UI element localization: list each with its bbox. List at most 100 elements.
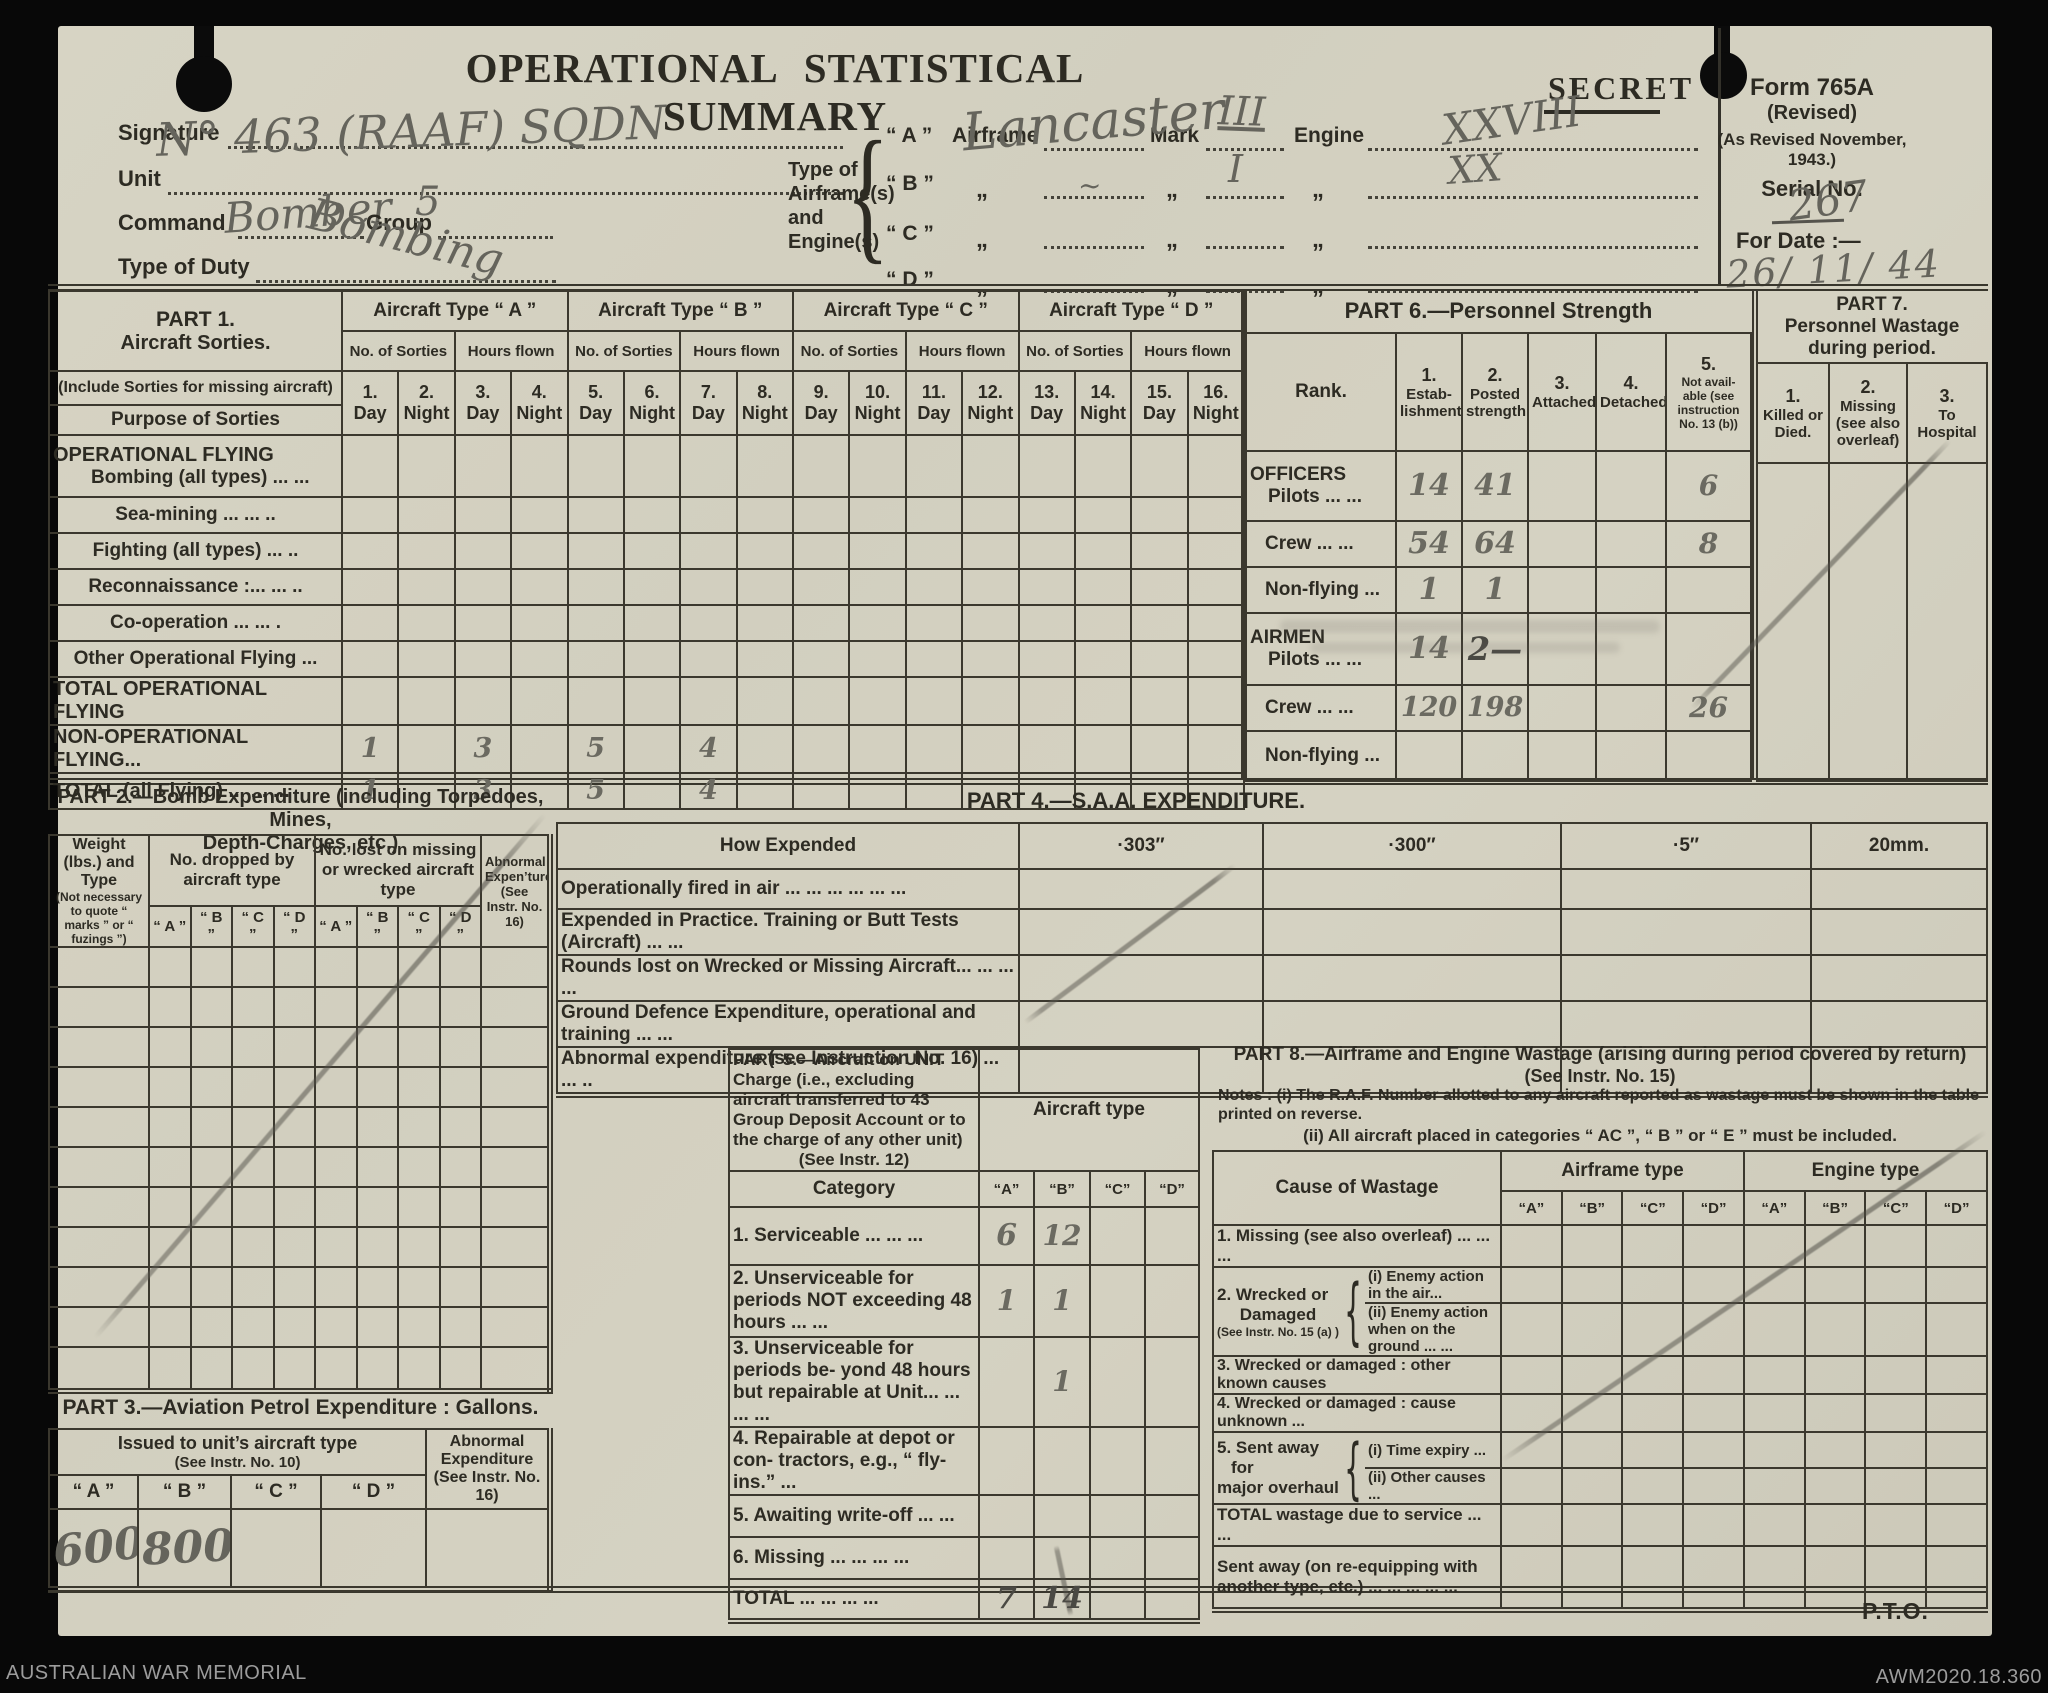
part8-note1: Notes : (i) The R.A.F. Number allotted t… [1218,1087,1980,1123]
part5-row-missing: 6. Missing ... ... ... ... [728,1536,980,1580]
part5-type-a: “A” [978,1170,1035,1208]
airframe-row-b-key: “ B ” [886,172,934,195]
part6-divider [1241,290,1247,780]
form-box-divider [1718,28,1721,286]
mark-b-value-handwriting: I [1228,147,1244,191]
duty-line [256,280,556,283]
part5-heading: PART 5.—Aircraft on UNIT Charge (i.e., e… [728,1048,980,1172]
part6-row-airmen-pilots: AIRMEN Pilots ... ... [1245,612,1397,686]
airframe-b-squiggle-handwriting: ~ [1078,169,1102,202]
group-line [438,236,553,239]
part2-type-a: “ A ” [148,904,192,949]
part1-col4: 4. Night [510,370,569,436]
form-revision-note: (As Revised November, 1943.) [1717,130,1907,169]
part6-col2-header: 2. Posted strength [1461,332,1529,452]
part5-aircraft-type-header: Aircraft type [978,1048,1200,1172]
part1-title: PART 1. [156,307,235,331]
part1-col6: 6. Night [622,370,682,436]
part6-col4-header: 4. Detached [1595,332,1667,452]
part8-airframe-group: Airframe type [1500,1150,1745,1192]
part7-divider [1752,290,1758,780]
ditto-icon: „ [1312,176,1324,203]
part8-row-total-wastage: TOTAL wastage due to service ... ... [1211,1503,1503,1547]
part7-wastage-table: 1. Killed or Died. 2. Missing (see also ov… [1756,362,1988,782]
part1-col8: 8. Night [735,370,795,436]
part1-subhead: Hours flown [679,330,794,372]
part1-row-other-operational: Other Operational Flying ... [48,640,343,678]
handwritten-value: 14 [1408,468,1450,503]
airframe-block-line4: Engine(s) [788,231,880,253]
part1-col11: 11. Day [904,370,964,436]
part7-col2-header: 2. Missing (see also overleaf) [1828,362,1908,464]
mark-b-line [1206,196,1284,199]
ditto-icon: „ [976,226,988,253]
mark-a-line [1206,148,1284,151]
handwritten-value: 4 [699,775,718,806]
part5-row-serviceable: 1. Serviceable ... ... ... [728,1206,980,1266]
handwritten-value: 1 [360,775,380,806]
part3-type-d: “ D ” [319,1474,428,1510]
ink-bleedthrough [1280,620,1660,633]
ink-bleedthrough [1310,642,1620,653]
handwritten-value: 41 [1474,468,1516,503]
part2-type-b: “ B ” [189,904,233,949]
part8-note2: (ii) All aircraft placed in categories “… [1303,1126,1897,1145]
divider [48,284,1988,291]
part1-group-a: Aircraft Type “ A ” [341,290,569,332]
punch-hole-icon-left [176,56,232,112]
classification-underline [1544,110,1660,114]
part2-dropped-header: No. dropped by aircraft type [148,834,316,907]
part1-row-reconnaissance: Reconnaissance :... ... .. [48,568,343,606]
airframe-row-c-key: “ C ” [886,222,934,245]
part8-title: PART 8.—Airframe and Engine Wastage (ari… [1233,1044,1967,1065]
part3-type-b: “ B ” [137,1474,232,1510]
handwritten-value: 12 [1042,1218,1082,1252]
archive-id-label: AWM2020.18.360 [1875,1666,2042,1688]
part5-type-c: “C” [1089,1170,1146,1208]
unit-line [168,192,843,195]
part6-row-airmen-nonflying: Non-flying ... [1245,730,1397,782]
part1-col12: 12. Night [961,370,1020,436]
ditto-icon: „ [1166,176,1178,203]
part1-note: (Include Sorties for missing aircraft) [48,370,343,406]
part8-row-other-causes: (ii) Other causes ... [1365,1467,1503,1505]
handwritten-value: 5 [586,775,606,806]
part5-row-repairable-depot: 4. Repairable at depot or con- tractors,… [728,1426,980,1496]
part1-row-bombing: OPERATIONAL FLYING Bombing (all types) .… [48,434,343,498]
part8-row-missing: 1. Missing (see also overleaf) ... ... .… [1211,1224,1503,1268]
part1-purpose-label: Purpose of Sorties [48,404,343,436]
part1-title-cell: PART 1. Aircraft Sorties. [48,290,343,372]
part1-subtitle: Aircraft Sorties. [120,331,271,354]
part1-col3: 3. Day [453,370,513,436]
part6-title: PART 6.—Personnel Strength [1344,298,1653,323]
part2-lost-header: No. lost on missing or wrecked aircraft … [314,834,482,907]
engine-label: Engine [1294,124,1365,147]
part4-col-20mm: 20mm. [1810,822,1988,870]
mark-label: Mark [1150,124,1200,147]
handwritten-value: 3 [473,733,493,764]
part3-issued-header: Issued to unit’s aircraft type (See Instr… [47,1428,428,1476]
part4-row-lost: Rounds lost on Wrecked or Missing Aircra… [556,954,1020,1002]
part6-col5-header: 5. Not avail- able (see instruction No. 1… [1665,332,1752,452]
part4-saa-table: How Expended ·303″ ·300″ ·5″ 20mm. Opera… [556,822,1988,1098]
part5-row-total: TOTAL ... ... ... ... [728,1578,980,1624]
part2-bomb-table: Weight (lbs.) and Type (Not necessary to … [48,834,553,1394]
part8-row-other-known: 3. Wrecked or damaged : other known caus… [1211,1355,1503,1395]
part3-petrol-table: Issued to unit’s aircraft type (See Instr… [47,1428,553,1592]
handwritten-value: 3 [473,775,493,806]
airframe-a-line [1044,148,1144,151]
part1-sorties-table: PART 1. Aircraft Sorties. Aircraft Type … [48,290,1246,810]
part1-col15: 15. Day [1130,370,1189,436]
part2-type-d: “ D ” [272,904,316,949]
part6-col1-header: 1. Estab- lishment [1395,332,1463,452]
part2-weight-header: Weight (lbs.) and Type (Not necessary to … [48,834,150,948]
unit-label: Unit [118,166,161,191]
part1-group-b: Aircraft Type “ B ” [566,290,794,332]
part1-col13: 13. Day [1017,370,1076,436]
part8-row-sent-away-label: 5. Sent away for major overhaul { [1212,1431,1365,1505]
part5-row-awaiting-writeoff: 5. Awaiting write-off ... ... [728,1494,980,1538]
part4-how-header: How Expended [556,822,1020,870]
airframe-block-line3: and [788,207,824,229]
classification-stamp: SECRET [1548,70,1695,106]
